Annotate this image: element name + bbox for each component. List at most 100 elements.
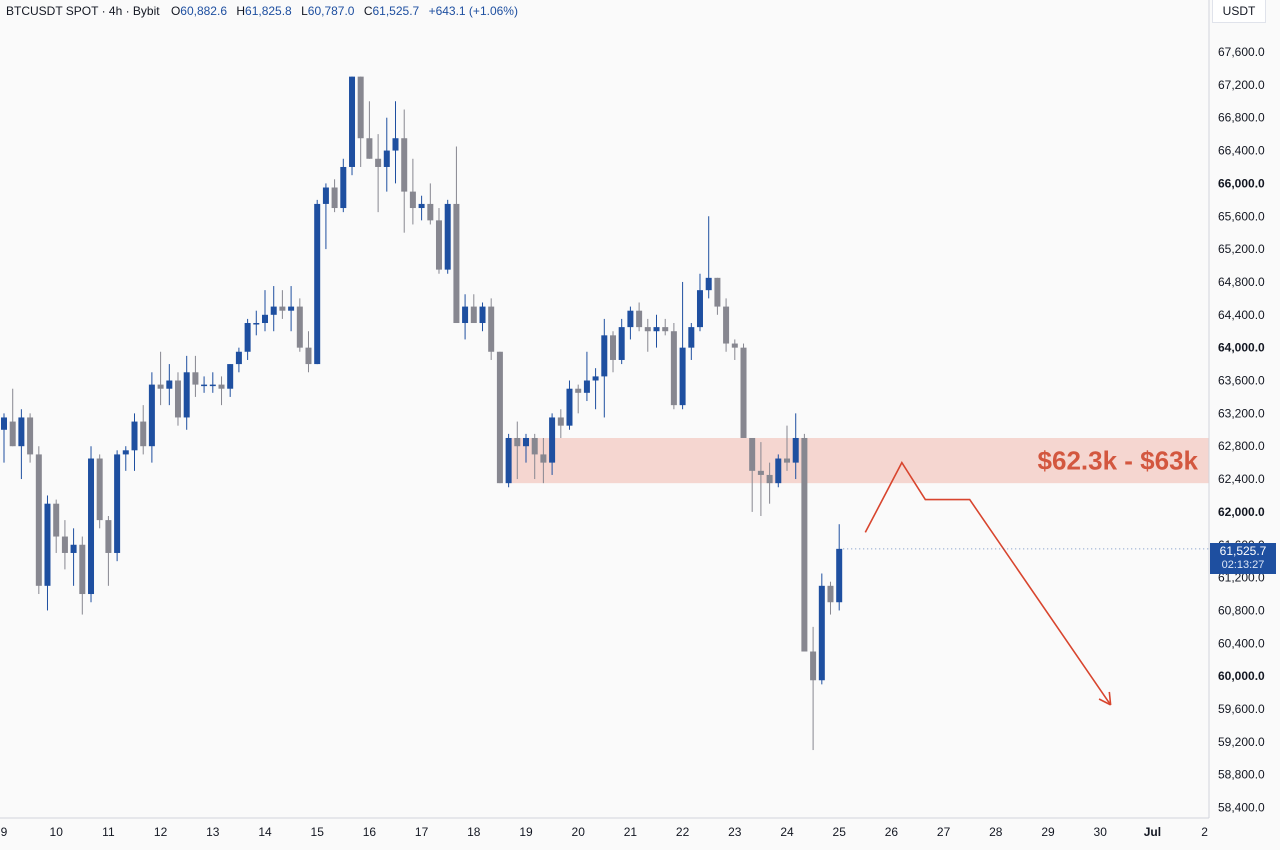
candle-body xyxy=(435,220,442,270)
candle-body xyxy=(131,421,138,451)
x-tick-label: 13 xyxy=(206,825,220,839)
candle-body xyxy=(244,323,251,352)
low-value: 60,787.0 xyxy=(307,4,355,18)
candle-body xyxy=(418,203,425,209)
candle-body xyxy=(496,351,503,484)
x-tick-label: 25 xyxy=(833,825,847,839)
y-tick-label: 62,000.0 xyxy=(1218,505,1265,519)
y-tick-label: 63,600.0 xyxy=(1218,374,1265,388)
y-tick-label: 60,000.0 xyxy=(1218,669,1265,683)
candle-body xyxy=(105,520,112,553)
candle-body xyxy=(183,372,190,418)
candle-body xyxy=(18,417,25,447)
candle-body xyxy=(340,166,347,209)
candle-body xyxy=(114,454,121,553)
candle-body xyxy=(331,187,338,209)
y-tick-label: 62,800.0 xyxy=(1218,439,1265,453)
candle-body xyxy=(662,327,669,332)
x-tick-label: 15 xyxy=(311,825,325,839)
x-tick-label: 22 xyxy=(676,825,690,839)
candle-body xyxy=(366,138,373,159)
x-tick-label: 19 xyxy=(519,825,533,839)
candle-body xyxy=(462,306,469,324)
x-tick-label: 18 xyxy=(467,825,481,839)
x-tick-label: 20 xyxy=(572,825,586,839)
candle-body xyxy=(375,158,382,167)
candle-body xyxy=(305,347,312,365)
y-tick-label: 64,800.0 xyxy=(1218,275,1265,289)
candle-body xyxy=(479,306,486,324)
candle-body xyxy=(601,335,608,377)
x-tick-label: 12 xyxy=(154,825,168,839)
candle-body xyxy=(427,203,434,221)
x-tick-label: 24 xyxy=(780,825,794,839)
symbol-header: BTCUSDT SPOT · 4h · Bybit O60,882.6 H61,… xyxy=(6,4,518,18)
low-label: L xyxy=(301,4,308,18)
x-tick-label: 23 xyxy=(728,825,742,839)
candle-body xyxy=(166,380,173,389)
x-tick-label: 9 xyxy=(1,825,8,839)
y-tick-label: 58,800.0 xyxy=(1218,768,1265,782)
candle-body xyxy=(53,503,60,537)
arrow-head xyxy=(1108,691,1112,705)
candle-body xyxy=(801,437,808,652)
candle-body xyxy=(627,310,634,328)
candle-body xyxy=(740,347,747,438)
candle-body xyxy=(818,585,825,681)
candle-body xyxy=(392,138,399,151)
candle-body xyxy=(227,364,234,389)
candle-body xyxy=(557,417,564,426)
high-label: H xyxy=(236,4,246,18)
x-tick-label: 28 xyxy=(989,825,1003,839)
candle-body xyxy=(470,306,477,324)
x-tick-label: 27 xyxy=(937,825,951,839)
candle-body xyxy=(618,327,625,360)
y-tick-label: 63,200.0 xyxy=(1218,406,1265,420)
candle-body xyxy=(653,327,660,332)
candle-body xyxy=(566,388,573,426)
candle-body xyxy=(444,203,451,270)
candle-body xyxy=(723,306,730,344)
candle-body xyxy=(122,450,129,455)
candle-body xyxy=(792,437,799,463)
candle-body xyxy=(401,138,408,192)
zone-label: $62.3k - $63k xyxy=(1038,446,1199,476)
y-tick-label: 67,600.0 xyxy=(1218,45,1265,59)
candle-body xyxy=(784,458,790,463)
candle-body xyxy=(174,380,181,418)
candle-body xyxy=(540,454,547,463)
bar-countdown: 02:13:27 xyxy=(1221,559,1265,571)
candle-body xyxy=(279,306,286,311)
candle-body xyxy=(35,454,42,586)
high-value: 61,825.8 xyxy=(245,4,292,18)
projection-arrow xyxy=(864,461,1112,706)
candle-body xyxy=(775,458,782,484)
zone-rect xyxy=(508,437,1209,484)
candle-body xyxy=(714,277,721,307)
candle-body xyxy=(96,458,103,521)
candle-body xyxy=(61,536,68,553)
candle-body xyxy=(201,384,208,387)
candle-body xyxy=(9,421,16,447)
x-tick-label: 14 xyxy=(258,825,272,839)
candle-body xyxy=(288,306,295,311)
open-label: O xyxy=(170,4,181,18)
candle-body xyxy=(514,437,521,447)
candle-body xyxy=(670,331,677,406)
x-tick-label: 10 xyxy=(50,825,64,839)
projection-path xyxy=(864,461,1112,706)
close-label: C xyxy=(363,4,373,18)
candle-body xyxy=(488,306,495,352)
candle-body xyxy=(705,277,712,291)
candle-body xyxy=(505,437,512,484)
candle-body xyxy=(836,548,843,603)
candle-body xyxy=(70,544,77,553)
close-value: 61,525.7 xyxy=(372,4,420,18)
candle-body xyxy=(148,384,155,447)
currency-unit-button[interactable]: USDT xyxy=(1212,0,1266,23)
y-tick-label: 59,600.0 xyxy=(1218,702,1265,716)
x-tick-label: 16 xyxy=(363,825,377,839)
x-tick-label: 30 xyxy=(1094,825,1108,839)
